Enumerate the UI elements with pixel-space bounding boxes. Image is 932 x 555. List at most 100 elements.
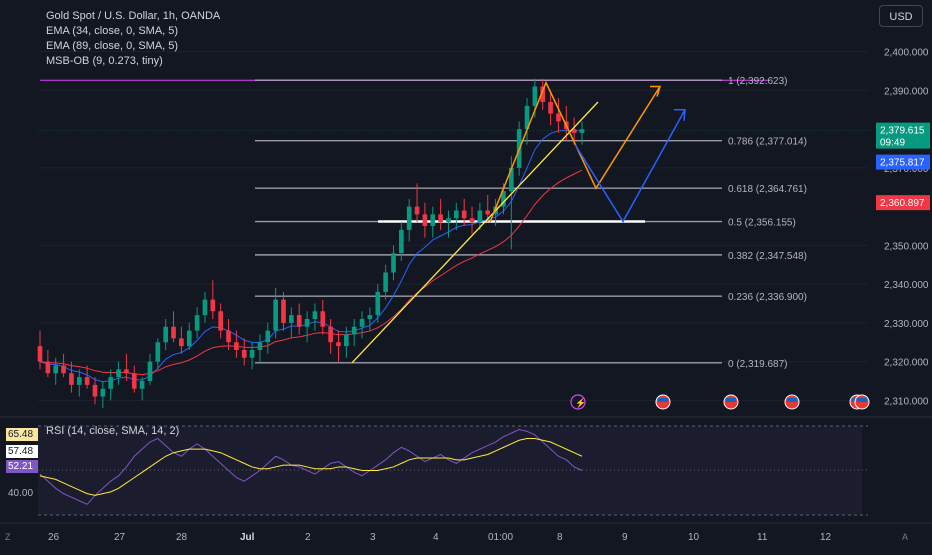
grid-lines xyxy=(38,51,868,401)
candle-body xyxy=(179,338,184,347)
candle-body xyxy=(524,105,530,130)
rsi-legend[interactable]: RSI (14, close, SMA, 14, 2) xyxy=(46,425,180,437)
candle-body xyxy=(532,86,538,106)
time-tick: 26 xyxy=(48,532,60,543)
candle-body xyxy=(453,210,459,219)
candle-body xyxy=(194,315,200,331)
candle-body xyxy=(422,214,428,226)
candle-body xyxy=(53,365,59,374)
candle-body xyxy=(367,315,373,319)
candle-body xyxy=(210,299,216,312)
candle-body xyxy=(69,373,74,385)
rsi-band xyxy=(38,426,862,515)
ema89-line xyxy=(39,169,583,375)
price-tag xyxy=(876,154,930,170)
candle-body xyxy=(359,319,365,327)
price-tick: 2,400.000 xyxy=(884,48,929,59)
candles xyxy=(37,78,585,409)
chart-legend: Gold Spot / U.S. Dollar, 1h, OANDA EMA (… xyxy=(46,9,220,69)
rsi-ma-line xyxy=(39,437,583,496)
price-tick: 2,320.000 xyxy=(884,358,929,369)
trendline xyxy=(351,101,599,364)
candle-body xyxy=(391,253,396,273)
us-flag-stripe xyxy=(787,398,797,402)
blue-arrowhead xyxy=(674,109,686,121)
candle-body xyxy=(45,361,51,374)
candle-body xyxy=(312,311,318,319)
us-flag-stripe xyxy=(857,398,867,402)
fib-label: 1 (2,392.623) xyxy=(728,76,788,87)
candle-body xyxy=(202,299,208,316)
candle-body xyxy=(375,291,381,316)
candle-body xyxy=(155,342,161,362)
candle-body xyxy=(84,377,90,385)
candle-body xyxy=(76,377,82,385)
candle-body xyxy=(548,102,553,114)
time-tick: 28 xyxy=(176,532,188,543)
time-tick: 8 xyxy=(557,532,563,543)
candle-body xyxy=(320,311,326,327)
rsi-tag-value: 52.21 xyxy=(6,460,38,473)
auto-scale-button[interactable]: A xyxy=(902,532,909,542)
candle-body xyxy=(336,342,341,347)
indicator-ema89[interactable]: EMA (89, close, 0, SMA, 5) xyxy=(46,40,179,52)
candle-body xyxy=(281,299,286,323)
rsi-tag-level: 57.48 xyxy=(6,445,38,458)
candle-body xyxy=(296,315,302,327)
candle-body xyxy=(124,369,129,374)
candle-body xyxy=(540,86,546,102)
time-tick: 01:00 xyxy=(488,532,513,543)
candle-body xyxy=(414,206,420,215)
indicator-ema34[interactable]: EMA (34, close, 0, SMA, 5) xyxy=(46,25,179,37)
event-icons: ⚡ xyxy=(570,394,870,410)
candle-body xyxy=(241,350,247,358)
candle-body xyxy=(406,206,412,230)
fib-label: 0.236 (2,336.900) xyxy=(728,292,807,303)
candle-body xyxy=(438,214,443,223)
price-tag-time: 09:49 xyxy=(880,138,905,149)
candle-body xyxy=(186,330,192,347)
candle-body xyxy=(383,272,388,292)
blue-projection xyxy=(574,109,686,224)
orange-arrowhead xyxy=(650,85,662,97)
candle-body xyxy=(289,315,294,323)
time-tick: 9 xyxy=(622,532,628,543)
candle-body xyxy=(249,350,255,358)
fib-label: 0.786 (2,377.014) xyxy=(728,137,807,148)
candle-body xyxy=(399,229,404,254)
candle-body xyxy=(61,365,66,374)
fib-label: 0.5 (2,356.155) xyxy=(728,218,796,229)
price-tick: 2,390.000 xyxy=(884,86,929,97)
candle-body xyxy=(131,373,137,389)
price-tick: 2,350.000 xyxy=(884,241,929,252)
orange-projection xyxy=(489,80,661,223)
fib-label: 0.618 (2,364.761) xyxy=(728,184,807,195)
candle-body xyxy=(579,129,585,133)
indicator-msb-ob[interactable]: MSB-OB (9, 0.273, tiny) xyxy=(46,55,163,67)
time-tick: 11 xyxy=(757,532,768,543)
candle-body xyxy=(477,210,483,223)
time-tick: 2 xyxy=(305,532,311,543)
rsi-line xyxy=(39,429,583,505)
price-tag-text: 2,379.615 xyxy=(880,126,925,137)
us-flag-stripe xyxy=(658,398,668,402)
price-tick: 2,310.000 xyxy=(884,396,929,407)
candle-body xyxy=(328,326,333,343)
candle-body xyxy=(556,113,561,122)
candle-body xyxy=(234,342,239,350)
currency-button[interactable]: USD xyxy=(879,5,923,27)
price-tick: 2,330.000 xyxy=(884,319,929,330)
rsi-axis-label: 40.00 xyxy=(8,488,34,499)
candle-body xyxy=(116,369,121,378)
price-tag-text: 2,360.897 xyxy=(880,198,925,209)
lightning-icon xyxy=(570,394,586,410)
candle-body xyxy=(100,388,106,397)
candle-body xyxy=(461,210,467,219)
symbol-title[interactable]: Gold Spot / U.S. Dollar, 1h, OANDA xyxy=(46,10,221,22)
zoom-button[interactable]: Z xyxy=(5,532,11,542)
fib-label: 0.382 (2,347.548) xyxy=(728,251,807,262)
candle-body xyxy=(163,326,169,343)
rsi-tag-ma: 65.48 xyxy=(6,428,38,441)
